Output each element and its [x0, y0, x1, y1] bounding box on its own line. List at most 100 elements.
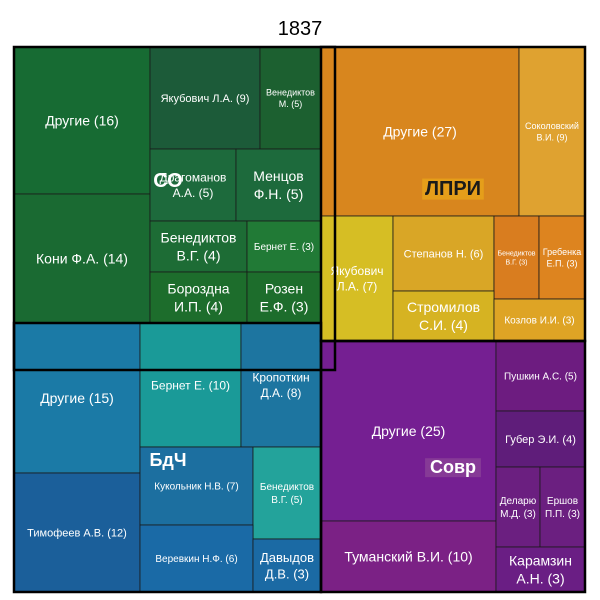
treemap-cell-rect: [139, 524, 254, 593]
treemap-cell-label: Бенедиктов В.Г. (3): [498, 251, 536, 267]
treemap-cell-совр-4: Губер Э.И. (4): [495, 410, 586, 468]
treemap-cell-rect: [320, 340, 497, 522]
treemap-cell-rect: [320, 215, 394, 342]
treemap-cell-rect: [493, 215, 540, 300]
treemap-cell-rect: [495, 546, 586, 593]
treemap-cell-rect: [246, 220, 322, 273]
treemap-cells: Другие (16) Кони Ф.А. (14) Якубович Л.А. (…: [13, 46, 586, 593]
treemap-cell-label: Кропоткин Д.А. (8): [252, 371, 309, 400]
treemap-cell-бдч-8: Давыдов Д.В. (3): [252, 538, 322, 593]
treemap-cell-rect: [13, 472, 141, 593]
treemap-cell-лпри-8: Козлов И.И. (3): [493, 298, 586, 342]
treemap-cell-label: Карамзин А.Н. (3): [509, 553, 572, 587]
treemap-cell-бдч-6: Бенедиктов В.Г. (5): [252, 446, 322, 540]
treemap-cell-со-8: Бернет Е. (3): [246, 220, 322, 273]
treemap-cell-совр-6: Ершов П.П. (3): [539, 466, 586, 548]
treemap-cell-label: Давыдов Д.В. (3): [260, 550, 314, 582]
treemap-cell-лпри-3: Якубович Л.А. (7): [320, 215, 394, 342]
treemap-cell-rect: [149, 148, 237, 222]
group-labels: СО ЛПРИ БдЧ Совр: [149, 170, 484, 478]
treemap-cell-label: Якубович Л.А. (7): [330, 264, 383, 293]
treemap-cell-label: Степанов Н. (6): [404, 248, 484, 260]
treemap-cell-label: Соколовский В.И. (9): [525, 121, 579, 143]
treemap-cell-label: Бернет Е. (3): [254, 242, 314, 253]
treemap-cell-label: Венедиктов М. (5): [266, 87, 315, 109]
treemap-cell-label: Кони Ф.А. (14): [36, 251, 128, 267]
treemap-cell-лпри-5: Бенедиктов В.Г. (3): [493, 215, 540, 300]
treemap-cell-со-2: Кони Ф.А. (14): [13, 193, 151, 324]
treemap-cell-rect: [252, 446, 322, 540]
treemap-cell-rect: [139, 446, 254, 526]
treemap-cell-rect: [13, 46, 151, 195]
treemap-cell-label: Ершов П.П. (3): [545, 496, 580, 520]
group-label-со: СО: [153, 170, 183, 192]
treemap-cell-rect: [538, 215, 586, 300]
treemap-cell-label: Розен Е.Ф. (3): [260, 281, 309, 315]
treemap-cell-rect: [518, 46, 586, 217]
treemap-cell-rect: [259, 46, 322, 150]
treemap-cell-label: Другие (16): [45, 113, 119, 129]
treemap-cell-rect: [149, 220, 248, 273]
treemap-cell-label: Бенедиктов В.Г. (4): [161, 230, 237, 264]
treemap-cell-rect: [139, 322, 242, 448]
treemap-cell-rect: [13, 322, 141, 474]
treemap-cell-бдч-3: Бернет Е. (10): [139, 322, 242, 448]
treemap-cell-со-7: Бенедиктов В.Г. (4): [149, 220, 248, 273]
treemap-cell-label: Бороздна И.П. (4): [167, 281, 229, 315]
treemap-cell-совр-2: Туманский В.И. (10): [320, 520, 497, 593]
treemap-cell-совр-7: Карамзин А.Н. (3): [495, 546, 586, 593]
treemap-cell-rect: [246, 271, 322, 324]
treemap-cell-бдч-2: Тимофеев А.В. (12): [13, 472, 141, 593]
group-label-background: [422, 178, 484, 200]
treemap-cell-со-3: Якубович Л.А. (9): [149, 46, 261, 150]
treemap-cell-бдч-4: Кропоткин Д.А. (8): [240, 322, 322, 448]
treemap-cell-label: Бенедиктов В.Г. (5): [260, 482, 314, 506]
treemap-cell-rect: [252, 538, 322, 593]
treemap-cell-совр-3: Пушкин А.С. (5): [495, 340, 586, 412]
group-label-text: ЛПРИ: [425, 178, 481, 200]
treemap-cell-label: Пушкин А.С. (5): [504, 372, 577, 383]
treemap-cell-label: Кукольник Н.В. (7): [154, 482, 238, 493]
treemap-cell-rect: [320, 46, 520, 217]
treemap-cell-rect: [240, 322, 322, 448]
treemap-cell-label: Другие (27): [383, 124, 457, 140]
group-border-совр: [319, 339, 587, 594]
treemap-cell-совр-1: Другие (25): [320, 340, 497, 522]
treemap-cell-совр-5: Деларю М.Д. (3): [495, 466, 541, 548]
treemap-cell-label: Драгоманов А.А. (5): [160, 171, 227, 200]
treemap-cell-со-1: Другие (16): [13, 46, 151, 195]
group-label-лпри: ЛПРИ: [422, 178, 484, 200]
treemap-cell-rect: [495, 340, 586, 412]
treemap-cell-лпри-2: Соколовский В.И. (9): [518, 46, 586, 217]
treemap-cell-со-6: Менцов Ф.Н. (5): [235, 148, 322, 222]
treemap-cell-label: Другие (15): [40, 390, 114, 406]
treemap-cell-label: Губер Э.И. (4): [505, 434, 576, 446]
treemap-cell-rect: [392, 290, 495, 342]
group-label-text: Совр: [430, 457, 476, 477]
group-label-text: СО: [153, 170, 183, 192]
chart-title: 1837: [278, 18, 323, 40]
treemap-cell-label: Козлов И.И. (3): [504, 316, 574, 327]
treemap-cell-со-4: Венедиктов М. (5): [259, 46, 322, 150]
treemap-cell-rect: [149, 271, 248, 324]
treemap-cell-label: Туманский В.И. (10): [344, 549, 472, 565]
treemap-cell-бдч-1: Другие (15): [13, 322, 141, 474]
treemap-cell-label: Деларю М.Д. (3): [500, 496, 537, 520]
treemap-cell-label: Стромилов С.И. (4): [407, 299, 480, 333]
treemap-cell-лпри-4: Степанов Н. (6): [392, 215, 495, 292]
treemap-cell-бдч-7: Веревкин Н.Ф. (6): [139, 524, 254, 593]
group-label-text: БдЧ: [149, 450, 186, 470]
group-label-совр: Совр: [425, 457, 481, 478]
group-label-background: [425, 458, 481, 478]
treemap-cell-label: Бернет Е. (10): [151, 378, 230, 392]
treemap-cell-бдч-5: Кукольник Н.В. (7): [139, 446, 254, 526]
treemap-cell-лпри-1: Другие (27): [320, 46, 520, 217]
treemap-cell-rect: [13, 193, 151, 324]
treemap-cell-rect: [495, 466, 541, 548]
treemap-cell-лпри-7: Стромилов С.И. (4): [392, 290, 495, 342]
treemap-cell-label: Гребенка Е.П. (3): [543, 247, 581, 269]
treemap-cell-label: Другие (25): [372, 423, 446, 439]
treemap-cell-со-9: Бороздна И.П. (4): [149, 271, 248, 324]
group-border-со: [12, 45, 337, 372]
group-label-бдч: БдЧ: [149, 450, 186, 470]
